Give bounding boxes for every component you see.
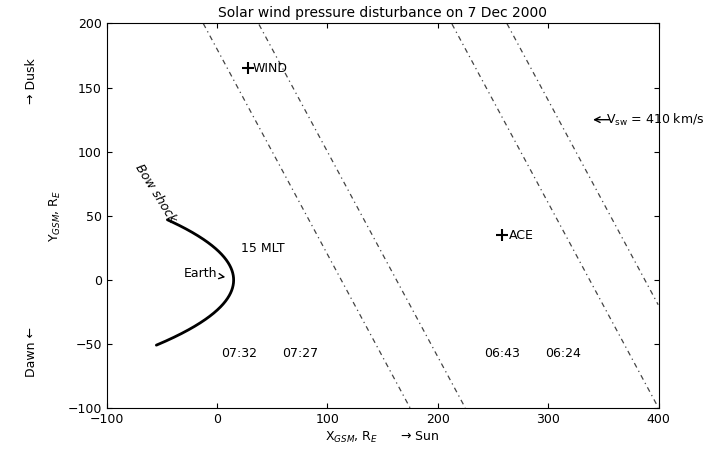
- Text: 06:24: 06:24: [545, 347, 581, 360]
- Text: 07:27: 07:27: [282, 347, 318, 360]
- Text: Dawn ←: Dawn ←: [26, 327, 38, 377]
- Title: Solar wind pressure disturbance on 7 Dec 2000: Solar wind pressure disturbance on 7 Dec…: [218, 5, 547, 19]
- Text: ACE: ACE: [508, 229, 533, 242]
- Text: 07:32: 07:32: [221, 347, 257, 360]
- X-axis label: X$_{GSM}$, R$_{E}$      → Sun: X$_{GSM}$, R$_{E}$ → Sun: [325, 430, 440, 446]
- Text: 15 MLT: 15 MLT: [241, 242, 285, 255]
- Text: V$_{\mathregular{sw}}$ = 410 km/s: V$_{\mathregular{sw}}$ = 410 km/s: [606, 112, 704, 128]
- Text: → Dusk: → Dusk: [26, 58, 38, 104]
- Y-axis label: Y$_{GSM}$, R$_{E}$: Y$_{GSM}$, R$_{E}$: [48, 190, 63, 242]
- Text: Earth: Earth: [184, 267, 224, 280]
- Text: 06:43: 06:43: [484, 347, 520, 360]
- Text: WIND: WIND: [252, 62, 288, 75]
- Text: Bow shock: Bow shock: [132, 161, 178, 225]
